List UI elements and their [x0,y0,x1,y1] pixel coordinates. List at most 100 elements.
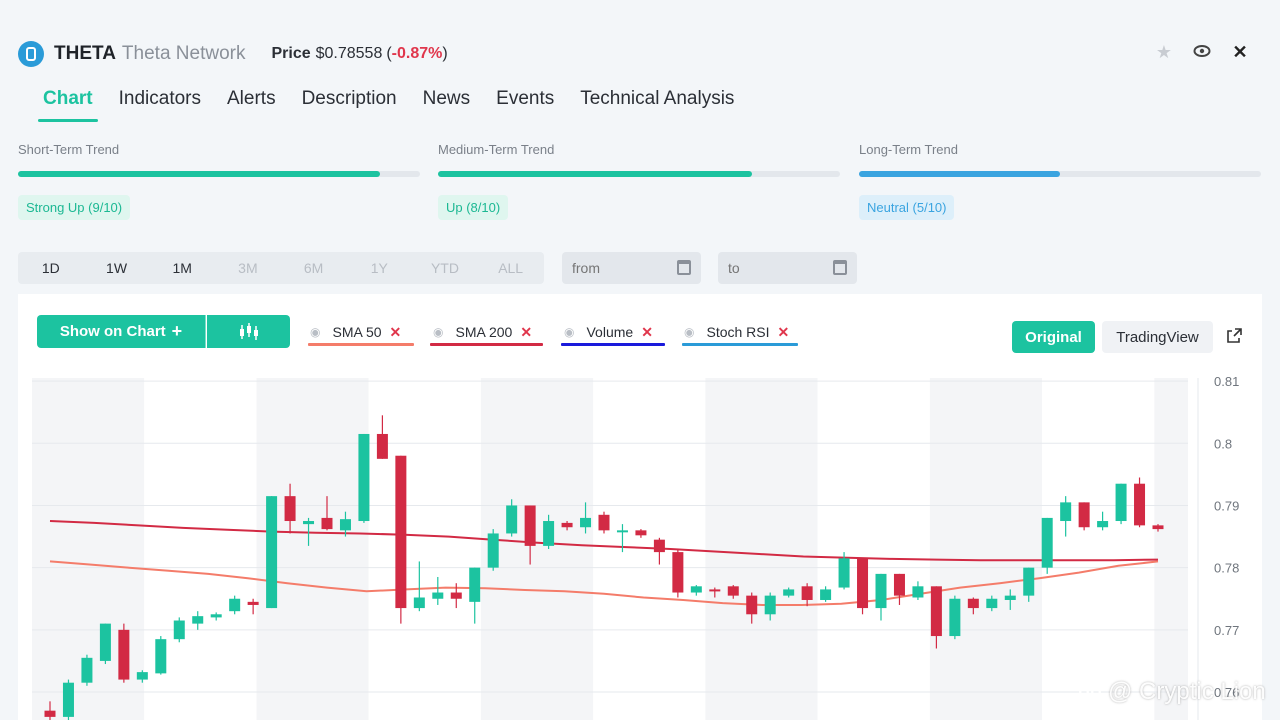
close-icon[interactable]: ✕ [1232,42,1248,62]
candle[interactable] [136,670,148,683]
candle[interactable] [580,502,592,534]
candle-body [62,682,74,717]
calendar-icon[interactable] [677,260,691,275]
candle[interactable] [690,585,702,596]
candle[interactable] [709,587,721,598]
tab-chart[interactable]: Chart [30,86,106,122]
candle[interactable] [229,595,241,615]
candle[interactable] [339,511,351,537]
tab-technical-analysis[interactable]: Technical Analysis [580,88,735,109]
candle[interactable] [653,537,665,565]
eye-icon[interactable] [1192,42,1212,62]
eye-icon[interactable]: ◉ [433,325,444,339]
candle[interactable] [912,581,924,600]
tab-news[interactable]: News [422,88,471,109]
candle[interactable] [303,517,315,546]
candle[interactable] [210,612,222,621]
candle-body [893,573,905,596]
candle[interactable] [99,623,111,665]
candle[interactable] [727,585,739,599]
period-1d[interactable]: 1D [41,260,60,276]
candle[interactable] [746,592,758,624]
candle[interactable] [155,636,167,675]
candle[interactable] [875,573,887,621]
candle[interactable] [1097,511,1109,531]
trend-badge: Neutral (5/10) [859,195,955,220]
candle[interactable] [1041,517,1053,574]
candle[interactable] [838,552,850,590]
candle[interactable] [1115,483,1127,525]
period-1w[interactable]: 1W [106,260,128,276]
tab-alerts[interactable]: Alerts [227,88,276,109]
indicator-stoch-rsi[interactable]: ◉ Stoch RSI ✕ [684,318,789,346]
candle[interactable] [635,529,647,538]
candle[interactable] [358,433,370,523]
candle[interactable] [949,595,961,640]
expand-icon[interactable] [1226,328,1242,344]
show-on-chart-button[interactable]: Show on Chart + [37,315,206,348]
star-icon[interactable]: ★ [1155,42,1173,62]
theta-logo-icon [18,41,44,67]
candle[interactable] [1078,502,1090,531]
eye-icon[interactable]: ◉ [684,325,695,339]
indicator-sma200[interactable]: ◉ SMA 200 ✕ [433,318,532,346]
chart-type-button[interactable] [207,315,290,348]
indicator-volume[interactable]: ◉ Volume ✕ [564,318,653,346]
candle[interactable] [524,505,536,565]
candle[interactable] [1152,524,1164,532]
remove-icon[interactable]: ✕ [777,323,790,340]
candle[interactable] [118,623,130,683]
candle[interactable] [672,549,684,598]
candle[interactable] [432,576,444,605]
candle-body [432,592,444,599]
candle-body [376,433,388,459]
eye-icon[interactable]: ◉ [310,325,321,339]
candle[interactable] [820,586,832,602]
candle[interactable] [284,483,296,534]
candle[interactable] [764,592,776,621]
candle[interactable] [986,595,998,612]
candle[interactable] [266,496,278,609]
candle[interactable] [1060,496,1072,537]
candle[interactable] [487,529,499,571]
candle[interactable] [801,583,813,607]
candle[interactable] [173,617,185,643]
indicator-sma50[interactable]: ◉ SMA 50 ✕ [310,318,401,346]
tab-events[interactable]: Events [496,88,555,109]
candle[interactable] [469,567,481,624]
candle[interactable] [967,597,979,615]
candle[interactable] [81,654,93,686]
candle[interactable] [893,573,905,605]
candle[interactable] [450,583,462,609]
tradingview-mode-button[interactable]: TradingView [1102,321,1213,353]
candle[interactable] [192,611,204,630]
candle[interactable] [616,524,628,553]
candle[interactable] [543,514,555,549]
candle[interactable] [413,561,425,612]
remove-icon[interactable]: ✕ [389,323,402,340]
candle[interactable] [395,455,407,624]
candle[interactable] [1023,567,1035,602]
candle[interactable] [44,701,56,720]
candle[interactable] [930,586,942,649]
remove-icon[interactable]: ✕ [641,323,653,340]
candle[interactable] [62,679,74,720]
candle[interactable] [857,558,869,615]
candle[interactable] [376,415,388,459]
candle[interactable] [1134,477,1146,528]
period-1m[interactable]: 1M [172,260,192,276]
original-mode-button[interactable]: Original [1012,321,1095,353]
tab-description[interactable]: Description [301,88,397,109]
remove-icon[interactable]: ✕ [520,323,533,340]
candle[interactable] [783,587,795,598]
tab-indicators[interactable]: Indicators [118,88,201,109]
calendar-icon[interactable] [833,260,847,275]
candle[interactable] [561,521,573,531]
candle[interactable] [506,499,518,537]
candle[interactable] [247,598,259,615]
candle[interactable] [598,511,610,534]
candle[interactable] [321,496,333,531]
candle[interactable] [1004,589,1016,610]
eye-icon[interactable]: ◉ [564,325,575,339]
